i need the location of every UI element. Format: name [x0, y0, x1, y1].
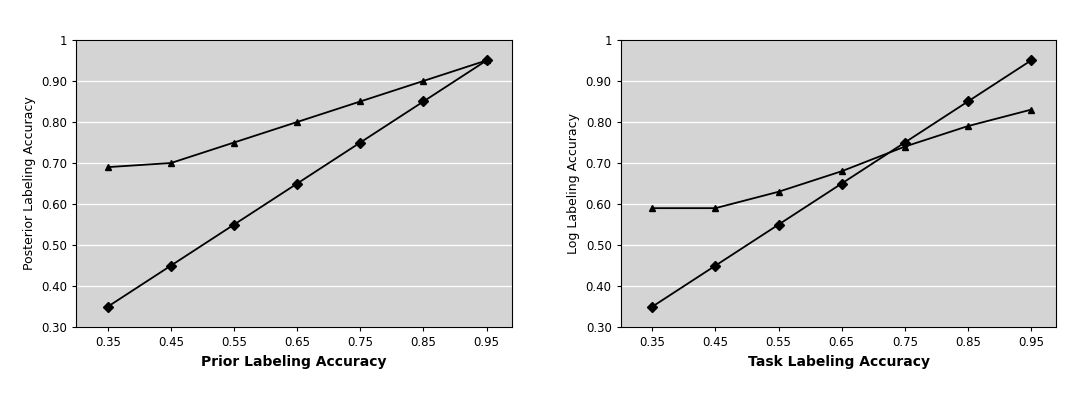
Classifier Labeling: [962, 99, 975, 104]
Classifier Labeling: [772, 222, 785, 227]
Belief State Analysis Labeling: [835, 169, 848, 174]
Line: Classifier Labeling: Classifier Labeling: [649, 57, 1035, 310]
Line: Belief State Analysis Labeling: Belief State Analysis Labeling: [649, 106, 1035, 211]
Classifier Labeling: [101, 304, 114, 309]
Classifier Labeling: [480, 58, 493, 63]
Y-axis label: Log Labeling Accuracy: Log Labeling Accuracy: [567, 113, 580, 254]
X-axis label: Prior Labeling Accuracy: Prior Labeling Accuracy: [201, 355, 387, 369]
Classifier Labeling: [291, 181, 304, 186]
Line: Belief State Anaysis Labeling: Belief State Anaysis Labeling: [105, 57, 490, 171]
Classifier Labeling: [1025, 58, 1038, 63]
Classifier Labeling: [835, 181, 848, 186]
Classifier Labeling: [898, 140, 911, 145]
Classifier Labeling: [709, 263, 722, 268]
Belief State Anaysis Labeling: [480, 58, 493, 63]
Line: Classifier Labeling: Classifier Labeling: [105, 57, 490, 310]
Classifier Labeling: [417, 99, 430, 104]
Belief State Analysis Labeling: [709, 206, 722, 211]
Belief State Analysis Labeling: [646, 206, 659, 211]
Belief State Analysis Labeling: [1025, 107, 1038, 112]
Classifier Labeling: [646, 304, 659, 309]
Belief State Analysis Labeling: [962, 124, 975, 128]
X-axis label: Task Labeling Accuracy: Task Labeling Accuracy: [747, 355, 930, 369]
Classifier Labeling: [164, 263, 178, 268]
Classifier Labeling: [228, 222, 241, 227]
Belief State Anaysis Labeling: [354, 99, 367, 104]
Classifier Labeling: [354, 140, 367, 145]
Belief State Anaysis Labeling: [417, 79, 430, 83]
Belief State Anaysis Labeling: [228, 140, 241, 145]
Y-axis label: Posterior Labeling Accuracy: Posterior Labeling Accuracy: [23, 97, 36, 271]
Belief State Anaysis Labeling: [101, 165, 114, 170]
Belief State Anaysis Labeling: [164, 161, 178, 166]
Belief State Anaysis Labeling: [291, 120, 304, 124]
Belief State Analysis Labeling: [898, 144, 911, 149]
Belief State Analysis Labeling: [772, 190, 785, 194]
